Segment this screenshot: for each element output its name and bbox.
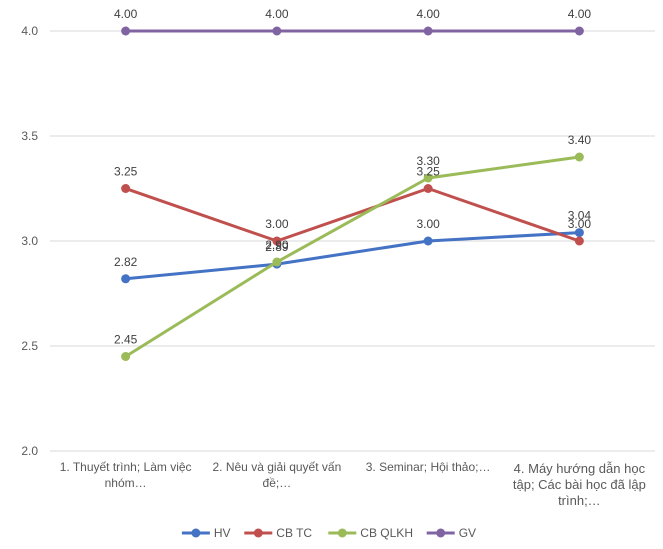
x-tick-label-line: 3. Seminar; Hội thảo;… — [366, 460, 491, 474]
data-point-cb-qlkh — [574, 152, 584, 162]
data-label-cb-tc: 3.25 — [114, 165, 138, 179]
data-label-cb-qlkh: 3.30 — [416, 154, 440, 168]
data-point-hv — [574, 228, 584, 238]
legend-item-cb-tc: CB TC — [244, 526, 312, 540]
x-tick-label-line: đề;… — [263, 476, 292, 490]
x-tick-label-line: 2. Nêu và giải quyết vấn — [213, 460, 342, 474]
x-tick-label-line: nhóm… — [105, 476, 147, 490]
series-line-cb-qlkh — [124, 155, 581, 358]
data-point-cb-tc — [574, 236, 584, 246]
x-tick-label-line: 4. Máy hướng dẫn học — [514, 461, 646, 476]
x-tick-label-line: trình;… — [558, 493, 601, 508]
y-tick-label: 2.5 — [21, 339, 38, 353]
data-label-gv: 4.00 — [568, 7, 592, 21]
data-label-hv: 2.82 — [114, 255, 138, 269]
data-point-gv — [423, 26, 433, 36]
data-label-cb-qlkh: 3.40 — [568, 133, 592, 147]
data-point-cb-qlkh — [423, 173, 433, 183]
legend-item-gv: GV — [426, 526, 476, 540]
x-tick-label: 1. Thuyết trình; Làm việc nhóm… — [60, 460, 192, 490]
legend-item-cb-qlkh: CB QLKH — [328, 526, 413, 540]
data-point-cb-qlkh — [272, 257, 282, 267]
data-label-hv: 3.04 — [568, 209, 592, 223]
data-point-gv — [574, 26, 584, 36]
data-label-cb-tc: 3.25 — [416, 165, 440, 179]
y-tick-label: 4.0 — [21, 24, 38, 38]
data-point-gv — [272, 26, 282, 36]
y-tick-label: 2.0 — [21, 444, 38, 458]
data-point-hv — [423, 236, 433, 246]
data-label-cb-qlkh: 2.90 — [265, 238, 289, 252]
x-tick-label-line: tập; Các bài học đã lập — [513, 477, 646, 492]
legend-label: GV — [459, 526, 476, 540]
legend-label: HV — [214, 526, 231, 540]
data-label-hv: 3.00 — [416, 217, 440, 231]
legend-label: CB TC — [276, 526, 312, 540]
x-axis-ticks: 1. Thuyết trình; Làm việc nhóm… 2. Nêu và … — [60, 460, 646, 508]
data-point-hv — [121, 274, 131, 284]
legend-label: CB QLKH — [360, 526, 413, 540]
data-label-gv: 4.00 — [416, 7, 440, 21]
x-tick-label: 3. Seminar; Hội thảo;… — [366, 460, 491, 474]
legend-swatch-marker — [337, 528, 347, 538]
data-point-cb-tc — [423, 184, 433, 193]
data-labels: 2.822.893.003.043.253.003.253.002.452.90… — [114, 7, 591, 347]
x-tick-label-line: 1. Thuyết trình; Làm việc — [60, 460, 192, 474]
y-tick-label: 3.0 — [21, 234, 38, 248]
data-point-cb-tc — [272, 236, 282, 246]
series-line-cb-tc — [124, 187, 581, 243]
data-point-cb-tc — [121, 184, 131, 193]
gridlines — [50, 30, 655, 452]
data-label-gv: 4.00 — [114, 7, 138, 21]
legend-item-hv: HV — [181, 526, 231, 540]
data-label-hv: 2.89 — [265, 240, 289, 254]
series-lines — [121, 26, 584, 361]
y-axis-ticks: 2.0 2.5 3.0 3.5 4.0 — [21, 24, 38, 458]
legend-swatch-marker — [253, 528, 263, 538]
legend: HV CB TC CB QLKH GV — [181, 526, 476, 540]
x-tick-label: 2. Nêu và giải quyết vấn đề;… — [213, 460, 342, 490]
series-line-hv — [124, 231, 581, 281]
data-label-gv: 4.00 — [265, 7, 289, 21]
data-label-cb-tc: 3.00 — [265, 217, 289, 231]
legend-swatch-marker — [191, 528, 201, 538]
data-label-cb-tc: 3.00 — [568, 217, 592, 231]
data-label-cb-qlkh: 2.45 — [114, 333, 138, 347]
data-point-cb-qlkh — [121, 352, 131, 361]
x-tick-label: 4. Máy hướng dẫn học tập; Các bài học đã … — [513, 461, 646, 508]
data-point-gv — [121, 26, 131, 36]
y-tick-label: 3.5 — [21, 129, 38, 143]
legend-swatch-marker — [436, 528, 446, 538]
